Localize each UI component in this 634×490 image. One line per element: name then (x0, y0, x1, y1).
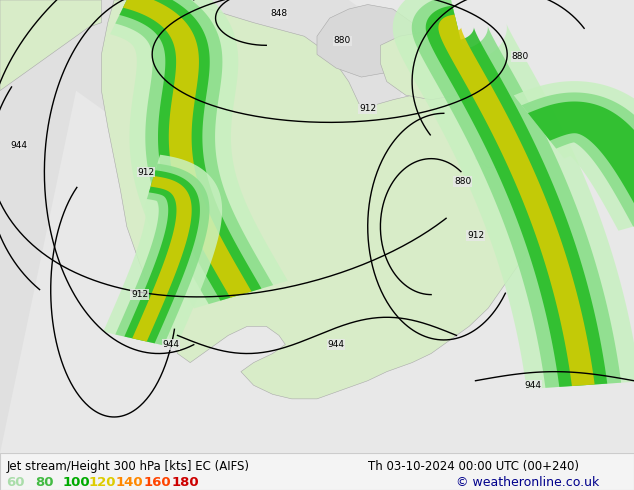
Polygon shape (522, 93, 634, 226)
Text: Jet stream/Height 300 hPa [kts] EC (AIFS): Jet stream/Height 300 hPa [kts] EC (AIFS… (6, 460, 249, 473)
Text: 80: 80 (35, 476, 53, 489)
Text: 160: 160 (144, 476, 172, 489)
Text: 140: 140 (116, 476, 144, 489)
Text: 880: 880 (454, 177, 472, 186)
Polygon shape (411, 0, 621, 388)
Polygon shape (101, 0, 533, 399)
Text: 60: 60 (6, 476, 25, 489)
Polygon shape (514, 81, 634, 231)
Polygon shape (392, 0, 634, 389)
Text: © weatheronline.co.uk: © weatheronline.co.uk (456, 476, 600, 489)
Text: 100: 100 (62, 476, 90, 489)
Polygon shape (380, 32, 482, 99)
Text: 944: 944 (524, 381, 541, 390)
Polygon shape (115, 0, 273, 304)
Polygon shape (476, 136, 520, 168)
Polygon shape (0, 0, 412, 453)
Text: 848: 848 (270, 9, 288, 18)
Text: 180: 180 (171, 476, 199, 489)
Polygon shape (528, 101, 634, 223)
Polygon shape (123, 0, 252, 298)
Polygon shape (425, 6, 607, 387)
Polygon shape (103, 155, 222, 348)
Polygon shape (317, 4, 418, 77)
Polygon shape (0, 0, 101, 91)
Polygon shape (438, 15, 595, 386)
Text: 944: 944 (163, 340, 179, 349)
Polygon shape (115, 164, 209, 345)
Polygon shape (110, 0, 288, 308)
Text: Th 03-10-2024 00:00 UTC (00+240): Th 03-10-2024 00:00 UTC (00+240) (368, 460, 579, 473)
Text: 944: 944 (11, 141, 27, 149)
Text: 944: 944 (328, 340, 344, 349)
Text: 880: 880 (333, 36, 351, 45)
Text: 912: 912 (131, 290, 148, 299)
Text: 120: 120 (89, 476, 116, 489)
Text: 912: 912 (467, 231, 484, 240)
Text: 912: 912 (359, 104, 377, 113)
Polygon shape (119, 0, 261, 301)
Text: 912: 912 (137, 168, 155, 177)
Polygon shape (133, 176, 191, 342)
Text: 880: 880 (511, 52, 529, 61)
Polygon shape (124, 170, 200, 343)
